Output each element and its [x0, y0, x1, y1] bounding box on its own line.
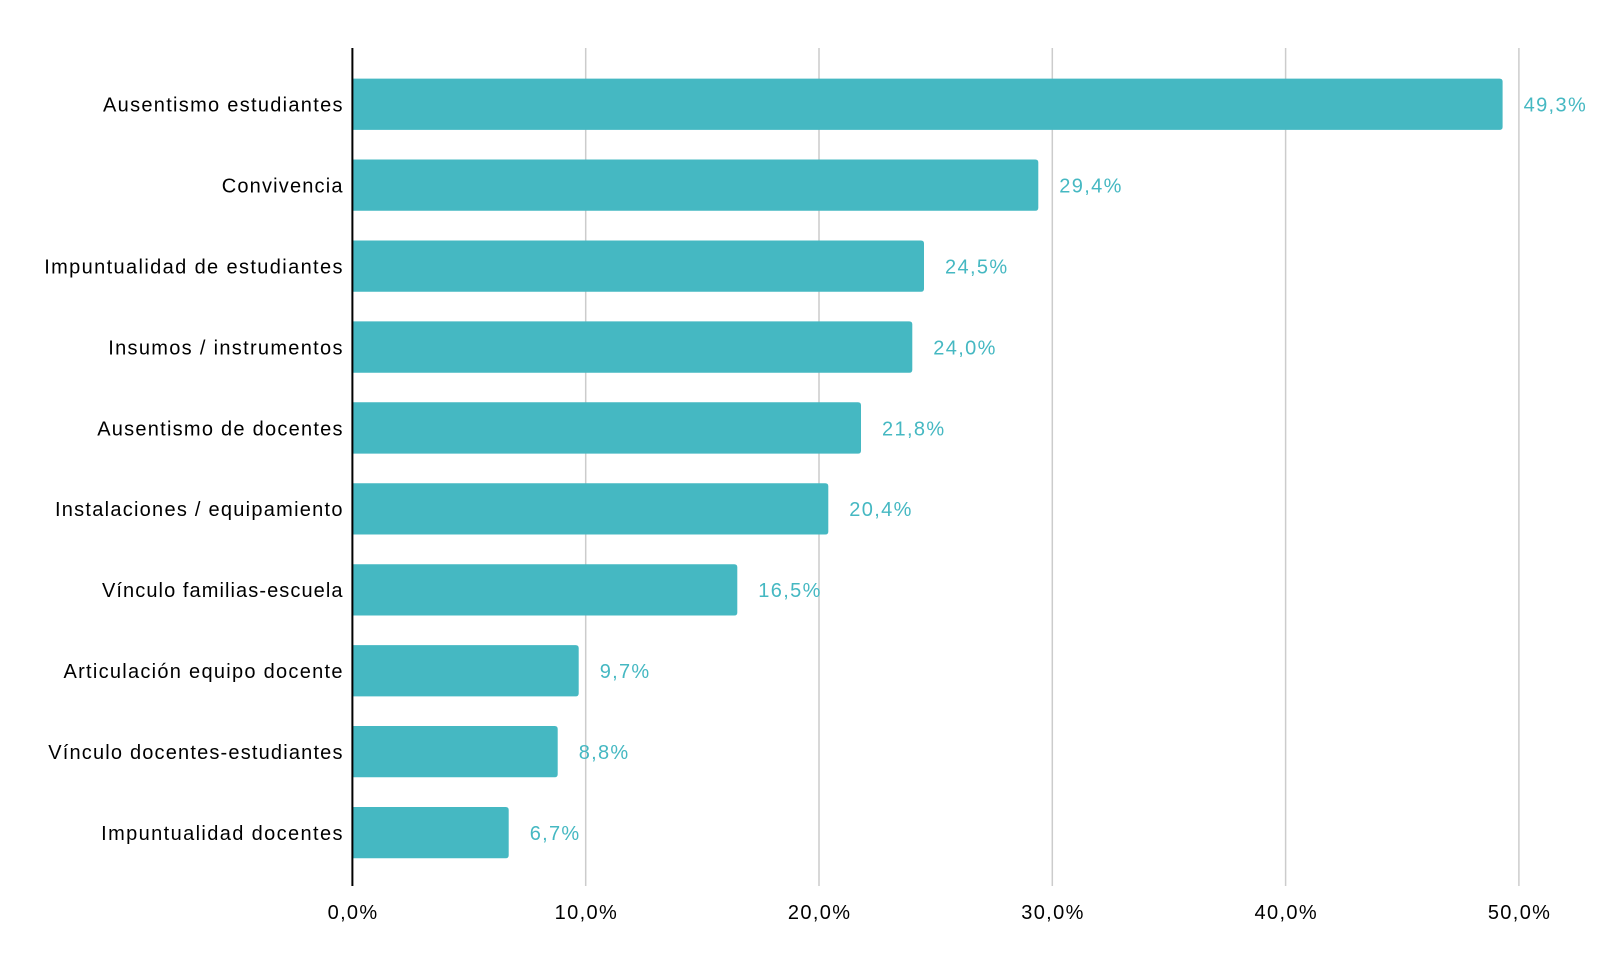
svg-text:0,0%: 0,0% [328, 902, 379, 924]
svg-text:Convivencia: Convivencia [222, 176, 344, 198]
svg-text:40,0%: 40,0% [1255, 902, 1319, 924]
svg-text:20,4%: 20,4% [849, 499, 913, 521]
svg-text:50,0%: 50,0% [1488, 902, 1552, 924]
svg-text:24,0%: 24,0% [933, 337, 997, 359]
svg-text:Instalaciones / equipamiento: Instalaciones / equipamiento [55, 499, 344, 521]
svg-text:Ausentismo estudiantes: Ausentismo estudiantes [103, 95, 344, 117]
svg-text:Insumos / instrumentos: Insumos / instrumentos [108, 337, 344, 359]
svg-text:10,0%: 10,0% [555, 902, 619, 924]
svg-text:Ausentismo de docentes: Ausentismo de docentes [97, 418, 344, 440]
svg-text:8,8%: 8,8% [579, 742, 630, 764]
svg-text:Impuntualidad docentes: Impuntualidad docentes [101, 823, 344, 845]
svg-text:20,0%: 20,0% [788, 902, 852, 924]
svg-text:49,3%: 49,3% [1524, 95, 1588, 117]
svg-text:29,4%: 29,4% [1059, 176, 1123, 198]
svg-text:9,7%: 9,7% [600, 661, 651, 683]
svg-text:16,5%: 16,5% [758, 580, 822, 602]
svg-text:Vínculo docentes-estudiantes: Vínculo docentes-estudiantes [48, 742, 343, 764]
svg-text:6,7%: 6,7% [530, 823, 581, 845]
svg-text:21,8%: 21,8% [882, 418, 946, 440]
svg-text:30,0%: 30,0% [1021, 902, 1085, 924]
svg-text:Vínculo familias-escuela: Vínculo familias-escuela [102, 580, 344, 602]
svg-text:Impuntualidad de estudiantes: Impuntualidad de estudiantes [44, 256, 344, 278]
svg-text:24,5%: 24,5% [945, 256, 1009, 278]
svg-text:Articulación equipo docente: Articulación equipo docente [63, 661, 343, 683]
